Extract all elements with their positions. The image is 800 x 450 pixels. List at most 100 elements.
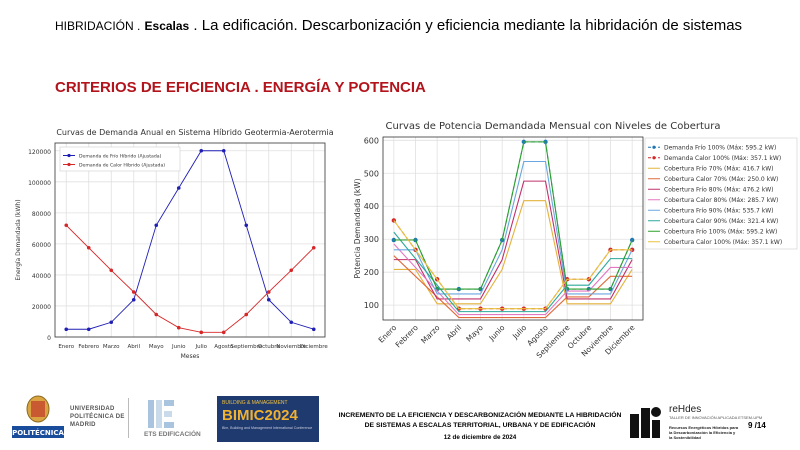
plot-frame	[382, 136, 644, 321]
slide-header: HIBRIDACIÓN . Escalas . La edificación. …	[55, 17, 742, 34]
x-tick-label: Octubre	[258, 344, 281, 350]
x-tick-label: Mayo	[149, 344, 164, 350]
page-number: 9 /14	[748, 421, 766, 430]
x-tick-label: Septiembre	[230, 344, 262, 350]
legend-label: Cobertura Calor 100% (Máx: 357.1 kW)	[664, 239, 782, 246]
legend-marker	[652, 156, 656, 160]
legend-marker	[67, 153, 71, 158]
legend-label: Cobertura Calor 80% (Máx: 285.7 kW)	[664, 197, 778, 204]
bimic-logo: BUILDING & MANAGEMENT BIMIC2024 Bim, Bui…	[217, 396, 319, 442]
data-point	[154, 312, 159, 317]
legend-label: Cobertura Frío 90% (Máx: 535.7 kW)	[664, 207, 774, 214]
rehdes-sub2: Recursos Energéticos Híbridos para la De…	[669, 425, 739, 440]
data-point	[176, 325, 181, 330]
legend-label: Cobertura Frío 80% (Máx: 476.2 kW)	[664, 186, 774, 193]
series-line	[393, 141, 633, 290]
data-point	[266, 290, 271, 294]
x-tick-label: Noviembre	[276, 344, 307, 350]
legend-label: Demanda de Frío Híbrido (Ajustada)	[79, 153, 162, 160]
series-line	[393, 141, 633, 290]
bimic-name: BIMIC2024	[222, 407, 298, 424]
ets-name: ETS EDIFICACIÓN	[144, 431, 201, 438]
y-tick-label: 0	[47, 335, 51, 342]
data-point	[199, 148, 204, 153]
rehdes-title: reHdes	[669, 404, 702, 415]
data-point	[244, 223, 249, 228]
data-point	[221, 330, 226, 335]
legend-marker	[67, 162, 71, 167]
data-point	[154, 223, 159, 228]
y-tick-label: 300	[364, 235, 379, 244]
data-point	[64, 223, 69, 228]
power-demand-chart: Curvas de Potencia Demandada Mensual con…	[353, 121, 798, 360]
legend-label: Demanda de Calor Híbrido (Ajustada)	[79, 162, 165, 169]
x-tick-label: Diciembre	[300, 344, 329, 350]
y-tick-label: 400	[364, 202, 379, 211]
upm-logo: POLITÉCNICA	[12, 395, 64, 438]
x-tick-label: Marzo	[103, 344, 120, 350]
x-tick-label: Mayo	[464, 323, 485, 344]
data-point	[289, 320, 294, 325]
bimic-sub: Bim, Building and Management Internation…	[222, 426, 313, 430]
data-point	[176, 186, 181, 190]
y-axis-label: Energía Demandada (kWh)	[15, 199, 22, 280]
legend-label: Cobertura Calor 70% (Máx: 250.0 kW)	[664, 176, 778, 183]
y-tick-label: 20000	[32, 304, 51, 311]
footer-title: INCREMENTO DE LA EFICIENCIA Y DESCARBONI…	[338, 412, 622, 429]
data-point	[391, 237, 397, 243]
y-tick-label: 40000	[32, 273, 51, 280]
data-point	[86, 245, 91, 250]
data-point	[109, 268, 114, 273]
y-tick-label: 100	[364, 301, 379, 310]
data-point	[311, 327, 316, 332]
x-tick-label: Julio	[510, 323, 528, 341]
x-tick-label: Junio	[486, 323, 506, 343]
series-line	[393, 220, 633, 310]
series-line	[393, 180, 633, 300]
series-line	[393, 200, 633, 305]
data-point	[199, 330, 204, 335]
bimic-top: BUILDING & MANAGEMENT	[222, 400, 288, 406]
data-point	[64, 327, 69, 332]
x-tick-label: Febrero	[394, 323, 421, 350]
header-bold: Escalas	[144, 19, 190, 33]
x-tick-label: Junio	[171, 344, 186, 350]
legend-label: Cobertura Calor 90% (Máx: 321.4 kW)	[664, 218, 778, 225]
slide-subtitle: CRITERIOS DE EFICIENCIA . ENERGÍA Y POTE…	[55, 79, 426, 96]
data-point	[131, 297, 136, 302]
y-tick-label: 60000	[32, 242, 51, 249]
upm-badge: POLITÉCNICA	[12, 428, 64, 437]
series-line	[393, 160, 633, 295]
chart-title: Curvas de Demanda Anual en Sistema Híbri…	[56, 128, 333, 137]
chart-title: Curvas de Potencia Demandada Mensual con…	[386, 121, 721, 132]
x-tick-label: Enero	[58, 344, 74, 350]
y-tick-label: 80000	[32, 211, 51, 218]
data-point	[109, 320, 114, 325]
x-axis-label: Meses	[181, 353, 200, 360]
x-tick-label: Agosto	[214, 344, 234, 350]
y-tick-label: 600	[364, 136, 379, 145]
data-point	[266, 297, 271, 302]
data-point	[221, 148, 226, 153]
data-point	[289, 268, 294, 273]
ets-logo	[148, 400, 174, 428]
footer-date: 12 de diciembre de 2024	[443, 434, 517, 441]
data-point	[131, 290, 136, 294]
x-tick-label: Abril	[127, 344, 140, 350]
data-point	[244, 312, 249, 317]
x-tick-label: Febrero	[78, 344, 99, 350]
series-line	[66, 150, 314, 330]
data-point	[311, 245, 316, 250]
header-prefix: HIBRIDACIÓN .	[55, 19, 141, 33]
y-tick-label: 120000	[28, 149, 51, 156]
annual-demand-chart: Curvas de Demanda Anual en Sistema Híbri…	[15, 128, 334, 360]
upm-name: UNIVERSIDAD POLITÉCNICA DE MADRID	[70, 406, 125, 428]
y-tick-label: 100000	[28, 180, 51, 187]
rehdes-logo	[630, 407, 661, 438]
legend-box	[644, 137, 798, 250]
legend-box	[59, 146, 181, 172]
plot-frame	[54, 142, 326, 338]
series-line	[65, 224, 315, 333]
legend-marker	[652, 145, 656, 149]
x-tick-label: Marzo	[419, 323, 442, 346]
